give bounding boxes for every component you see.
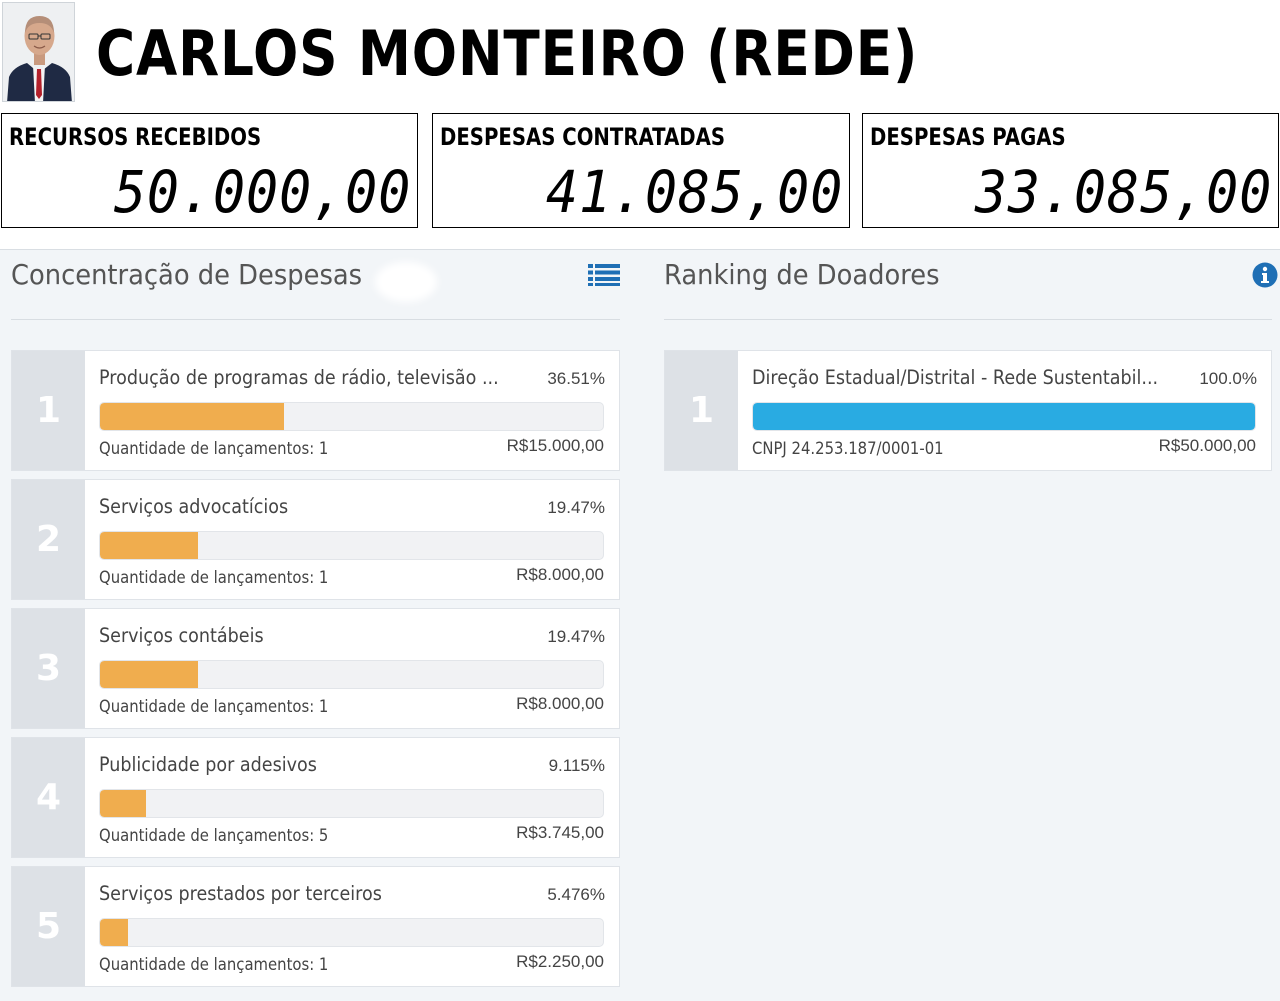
expense-percent: 19.47% (547, 627, 605, 646)
expense-label: Serviços prestados por terceiros (99, 882, 382, 905)
expense-bar-fill (100, 532, 198, 559)
dashboard-panel: Concentração de Despesas 1 Produção de p… (0, 249, 1280, 1001)
expense-label: Produção de programas de rádio, televisã… (99, 366, 499, 389)
donor-label: Direção Estadual/Distrital - Rede Susten… (752, 366, 1159, 389)
donor-amount: R$50.000,00 (1158, 436, 1256, 455)
candidate-name: CARLOS MONTEIRO (REDE) (96, 17, 919, 90)
summary-label: RECURSOS RECEBIDOS (9, 123, 262, 151)
expense-item[interactable]: 3 Serviços contábeis 19.47% Quantidade d… (11, 608, 620, 729)
expense-label: Publicidade por adesivos (99, 753, 317, 776)
expense-count: Quantidade de lançamentos: 1 (99, 697, 329, 716)
expense-bar-track (99, 789, 604, 818)
donor-bar-fill (753, 403, 1255, 430)
summary-value: 33.085,00 (974, 158, 1272, 226)
summary-value: 50.000,00 (113, 158, 411, 226)
rank-badge: 2 (12, 480, 85, 599)
expense-amount: R$8.000,00 (516, 565, 604, 584)
expense-percent: 5.476% (547, 885, 605, 904)
person-photo-icon (3, 3, 74, 101)
expense-label: Serviços advocatícios (99, 495, 289, 518)
expense-bar-track (99, 402, 604, 431)
list-icon[interactable] (588, 263, 620, 287)
expense-bar-fill (100, 790, 146, 817)
rank-badge: 3 (12, 609, 85, 728)
candidate-photo (2, 2, 75, 102)
expense-bar-fill (100, 661, 198, 688)
expense-bar-track (99, 531, 604, 560)
expense-item[interactable]: 1 Produção de programas de rádio, televi… (11, 350, 620, 471)
rank-badge: 1 (665, 351, 738, 470)
donors-panel: Ranking de Doadores 1 Direção Estadual/D… (664, 250, 1278, 1001)
expense-amount: R$15.000,00 (506, 436, 604, 455)
expense-count: Quantidade de lançamentos: 5 (99, 826, 329, 845)
summary-label: DESPESAS CONTRATADAS (440, 123, 726, 151)
donor-percent: 100.0% (1199, 369, 1257, 388)
expense-bar-track (99, 660, 604, 689)
donor-cnpj: CNPJ 24.253.187/0001-01 (752, 439, 944, 458)
info-icon[interactable] (1252, 262, 1278, 288)
expense-item[interactable]: 2 Serviços advocatícios 19.47% Quantidad… (11, 479, 620, 600)
expense-percent: 19.47% (547, 498, 605, 517)
summary-despesas-pagas: DESPESAS PAGAS 33.085,00 (862, 113, 1279, 228)
expense-count: Quantidade de lançamentos: 1 (99, 568, 329, 587)
expenses-panel-title: Concentração de Despesas (11, 258, 363, 291)
expense-bar-track (99, 918, 604, 947)
expense-item[interactable]: 4 Publicidade por adesivos 9.115% Quanti… (11, 737, 620, 858)
rank-badge: 5 (12, 867, 85, 986)
expenses-panel-header: Concentração de Despesas (11, 250, 620, 320)
donor-item[interactable]: 1 Direção Estadual/Distrital - Rede Sust… (664, 350, 1272, 471)
rank-badge: 1 (12, 351, 85, 470)
expense-bar-fill (100, 919, 128, 946)
summary-recursos-recebidos: RECURSOS RECEBIDOS 50.000,00 (1, 113, 418, 228)
expense-bar-fill (100, 403, 284, 430)
expense-item[interactable]: 5 Serviços prestados por terceiros 5.476… (11, 866, 620, 987)
summary-value: 41.085,00 (545, 158, 843, 226)
summary-despesas-contratadas: DESPESAS CONTRATADAS 41.085,00 (432, 113, 850, 228)
donors-panel-header: Ranking de Doadores (664, 250, 1278, 320)
expense-percent: 9.115% (548, 756, 605, 775)
summary-label: DESPESAS PAGAS (870, 123, 1066, 151)
expense-amount: R$3.745,00 (516, 823, 604, 842)
expense-amount: R$8.000,00 (516, 694, 604, 713)
blur-spot (375, 262, 437, 302)
expense-amount: R$2.250,00 (516, 952, 604, 971)
rank-badge: 4 (12, 738, 85, 857)
expense-label: Serviços contábeis (99, 624, 264, 647)
expense-percent: 36.51% (547, 369, 605, 388)
expense-count: Quantidade de lançamentos: 1 (99, 955, 329, 974)
donors-panel-title: Ranking de Doadores (664, 258, 940, 291)
expenses-panel: Concentração de Despesas 1 Produção de p… (11, 250, 620, 1001)
expense-count: Quantidade de lançamentos: 1 (99, 439, 329, 458)
donor-bar-track (752, 402, 1256, 431)
